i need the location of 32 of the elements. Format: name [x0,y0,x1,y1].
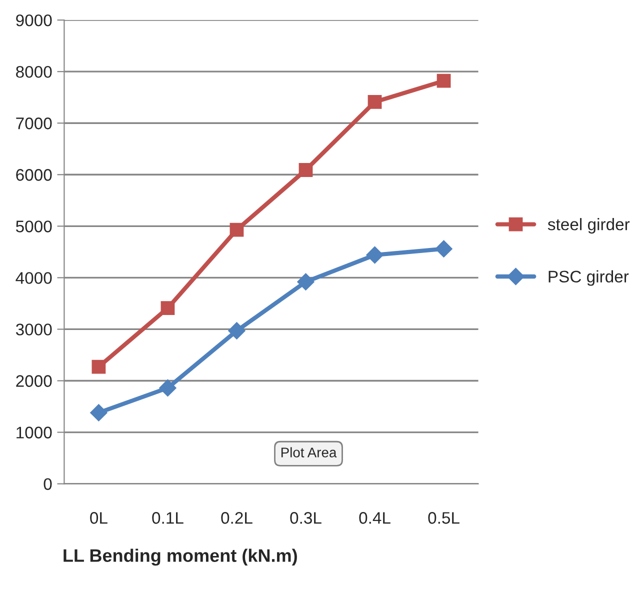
point [298,163,313,177]
point [366,246,384,264]
y-tick-label: 6000 [16,169,52,181]
y-tick-label: 8000 [16,66,52,78]
point [368,95,382,109]
point [159,379,176,397]
y-tick-label: 3000 [16,324,52,336]
annotation: Plot Area [281,447,337,458]
x-tick-label: 0L [90,512,108,524]
x-tick-label: 0.5L [428,512,460,524]
point [160,301,175,316]
y-tick-label: 1000 [16,426,52,438]
point [435,240,452,258]
x-tick-label: 0.3L [290,512,322,524]
legend-label: steel girder [548,218,630,234]
y-tick-label: 0 [44,478,52,490]
x-tick-label: 0.2L [221,512,252,524]
y-tick-label: 4000 [16,272,52,284]
point [230,222,244,237]
y-tick-label: 2000 [16,375,52,387]
y-tick-label: 5000 [16,220,52,232]
x-tick-label: 0.4L [359,512,390,524]
y-tick-label: 7000 [16,118,52,130]
x-axis-title: LL Bending moment (kN.m) [64,548,297,566]
y-tick-label: 9000 [16,14,52,26]
point [436,74,451,88]
point [92,360,106,374]
x-tick-label: 0.1L [152,512,184,524]
legend-label: PSC girder [548,270,629,286]
point [90,404,108,422]
point [228,322,246,340]
point [297,273,314,290]
